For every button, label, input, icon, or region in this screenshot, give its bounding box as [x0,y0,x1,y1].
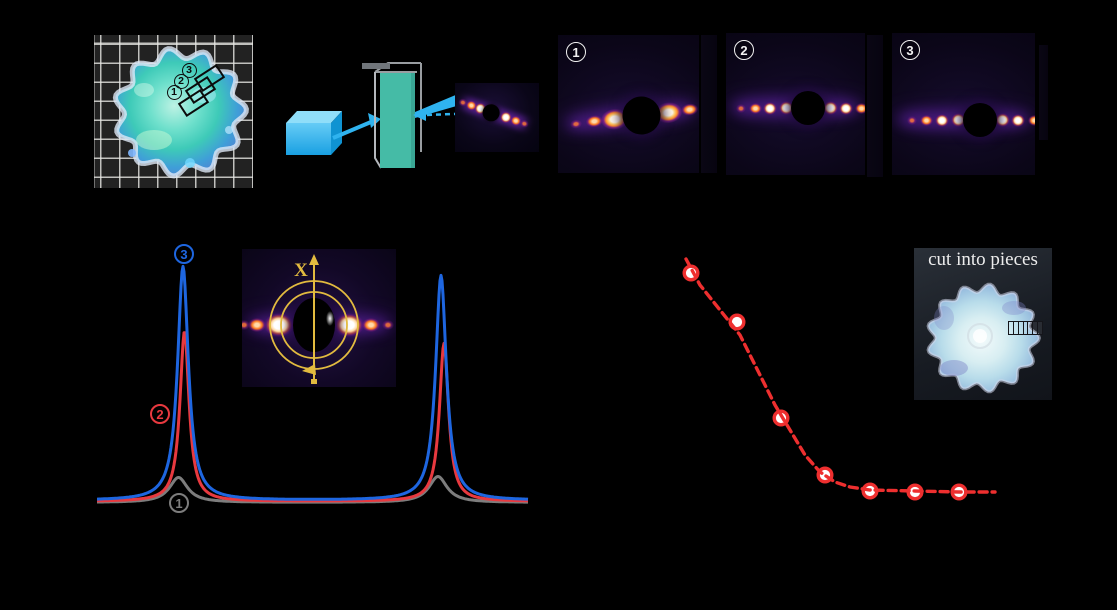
sample-slab-edge [411,73,415,168]
diffraction-spot [748,102,762,114]
diffraction-spot [854,102,865,114]
diffraction-panel-label-3: 3 [900,40,920,60]
laser-box-side [331,111,342,155]
rim-blotch [1002,301,1026,315]
azimuthal-intensity-chart [96,264,529,504]
diffraction-pattern-panel-3: 3 [892,33,1035,175]
detector-edge-strip [1039,45,1048,140]
sheen-highlight [192,87,216,103]
inset-spot [248,318,266,332]
trend-line [684,257,997,494]
azimuth-annotation-overlay: X [269,254,359,384]
incident-beam [332,120,372,140]
diffraction-spot [839,101,853,115]
laser-box-top [286,111,342,123]
sample-slab [380,73,415,168]
glint [128,149,136,157]
cuvette-cap [362,63,390,69]
diffraction-spot [736,103,746,113]
sheen-highlight [136,130,172,150]
diffraction-spot [935,113,949,127]
curve-label-1: 1 [169,493,189,513]
photo-region-label-2: 2 [173,73,189,89]
diffraction-spot [1027,114,1035,126]
ray-arrowhead-icon [413,109,426,121]
center-ring [967,323,993,349]
intensity-curve-2 [96,331,529,503]
x-axis-arrowhead-icon [309,254,319,265]
inset-spot [362,318,380,332]
peak-decay-chart [682,257,997,501]
glint [185,158,195,168]
sample-blob [112,46,249,179]
sheen-highlight [134,83,154,97]
inset-diffraction-image: X [242,249,396,387]
rim-blotch [934,306,954,330]
diffraction-spot [1011,113,1025,127]
curve-label-3: 3 [174,244,194,264]
detector-edge-strip [867,35,883,177]
diffracted-beam [415,94,460,118]
inset-spot [382,320,394,330]
inset-spot [242,320,250,330]
laser-box-front [286,123,331,155]
diffraction-panel-label-1: 1 [566,42,586,62]
diffraction-spot [907,115,917,125]
inset-spot [334,313,364,337]
cut-sample-graphic [926,282,1041,394]
diffraction-spot [822,101,838,115]
laser-schematic [286,62,479,169]
intensity-curve-3 [96,264,529,501]
diffraction-pattern-content [726,33,865,175]
diffraction-spot [950,113,966,127]
mini-diffraction-image [455,83,539,152]
curve-label-2: 2 [150,404,170,424]
sample-photo: 1 2 3 [94,35,253,188]
beamstop [791,91,825,125]
diffraction-pattern-panel-1: 1 [558,35,699,173]
sample-blob-graphic [112,46,249,179]
glint [225,126,233,134]
diffraction-spot [778,101,794,115]
diffraction-spot [919,114,933,126]
center-highlight [973,329,987,343]
diffraction-pattern-content [892,33,1035,175]
diffraction-panel-label-2: 2 [734,40,754,60]
beamstop [963,103,997,137]
cut-inset-caption: cut into pieces [928,249,1038,270]
mini-diffraction-row [455,91,534,137]
x-axis-label: X [294,260,308,281]
cut-into-pieces-photo: cut into pieces [914,248,1052,400]
diffraction-spot [763,101,777,115]
rim-blotch [940,360,968,376]
detector-edge-strip [701,35,717,173]
inset-bright-sliver [326,311,334,326]
inset-spot [264,313,294,337]
cuvette-wireframe [374,72,382,169]
photo-region-label-3: 3 [181,62,197,78]
pieces-grid-marker [1008,321,1043,335]
azimuth-direction-arrowhead-icon [302,364,316,375]
diffraction-pattern-panel-2: 2 [726,33,865,175]
axis-base-tick [311,379,317,384]
diffraction-spot [994,113,1010,127]
